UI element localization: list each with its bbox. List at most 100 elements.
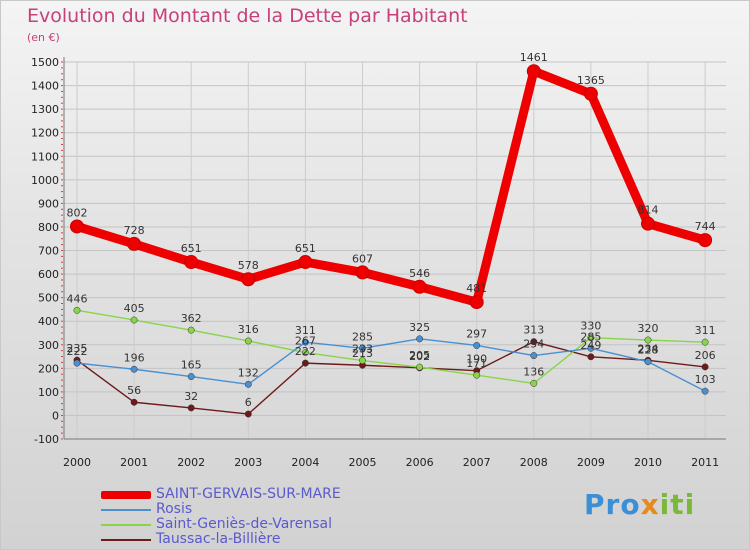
data-point <box>587 353 595 361</box>
data-point <box>641 216 655 231</box>
data-label: 607 <box>352 252 373 265</box>
data-point <box>244 410 252 418</box>
data-label: 206 <box>695 349 716 362</box>
data-label: 728 <box>124 224 145 237</box>
legend-swatch <box>101 524 151 526</box>
data-label: 233 <box>352 343 373 356</box>
x-tick-label: 2004 <box>291 456 319 469</box>
y-tick-label: 500 <box>38 292 59 305</box>
legend-label: Saint-Geniès-de-Varensal <box>156 516 332 532</box>
y-tick-label: 300 <box>38 339 59 352</box>
data-point <box>416 363 424 371</box>
data-point <box>298 255 313 270</box>
data-label: 56 <box>127 384 141 397</box>
axes: -100 0 100 200 300 400 500 600 700 800 900 1000 1100… <box>31 56 726 469</box>
data-point <box>130 398 138 406</box>
data-label: 330 <box>580 320 601 333</box>
y-tick-label: 1400 <box>31 80 59 93</box>
y-tick-label: 600 <box>38 268 59 281</box>
x-tick-label: 2000 <box>63 456 91 469</box>
y-tick-label: 100 <box>38 386 59 399</box>
data-label: 222 <box>67 345 88 358</box>
x-tick-label: 2009 <box>577 456 605 469</box>
data-point <box>701 338 709 346</box>
data-point <box>301 349 309 356</box>
data-point <box>359 344 366 352</box>
x-tick-label: 2003 <box>234 456 262 469</box>
data-point <box>355 265 370 280</box>
data-label: 311 <box>295 324 316 337</box>
series-group <box>70 64 713 418</box>
y-tick-label: 1500 <box>31 56 59 69</box>
data-label: 1461 <box>520 51 548 64</box>
data-label: 32 <box>184 390 198 403</box>
data-label: 311 <box>695 324 716 337</box>
data-point <box>587 334 595 342</box>
chart-title: Evolution du Montant de la Dette par Hab… <box>27 5 468 27</box>
series-line <box>76 340 706 415</box>
data-label: 325 <box>409 321 430 334</box>
y-tick-label: -100 <box>34 433 59 446</box>
data-label: 1365 <box>577 74 605 87</box>
data-label: 578 <box>238 259 259 272</box>
data-label: 205 <box>409 349 430 362</box>
y-tick-label: 800 <box>38 221 59 234</box>
data-label: 213 <box>352 347 373 360</box>
data-point <box>187 404 195 412</box>
x-tick-label: 2001 <box>120 456 148 469</box>
legend-swatch <box>101 509 151 511</box>
y-tick-label: 400 <box>38 315 59 328</box>
y-tick-label: 900 <box>38 197 59 210</box>
legend-label: Taussac-la-Billière <box>156 531 281 547</box>
y-tick-label: 200 <box>38 362 59 375</box>
data-point <box>698 233 713 248</box>
data-label: 103 <box>695 373 716 386</box>
y-tick-label: 700 <box>38 245 59 258</box>
data-point <box>187 326 195 334</box>
data-label: 481 <box>466 282 487 295</box>
legend-swatch <box>101 491 151 499</box>
data-point <box>244 380 252 388</box>
y-tick-label: 0 <box>52 409 59 422</box>
data-point <box>412 279 427 294</box>
data-label: 267 <box>295 335 316 348</box>
data-label: 235 <box>67 342 88 355</box>
data-point <box>301 359 309 367</box>
data-label: 234 <box>638 342 659 355</box>
data-point <box>583 86 598 101</box>
data-label: 362 <box>181 312 202 325</box>
x-tick-label: 2011 <box>691 456 719 469</box>
data-point <box>526 64 541 79</box>
data-point <box>469 295 484 310</box>
data-point <box>184 255 199 270</box>
data-point <box>530 352 538 360</box>
data-label: 285 <box>580 330 601 343</box>
data-label: 171 <box>466 357 487 370</box>
y-tick-label: 1000 <box>31 174 59 187</box>
data-labels: 235 56 32 6 222 213 202 190 313 249 234 206 446 405 36… <box>67 51 716 409</box>
data-point <box>127 236 142 251</box>
data-label: 132 <box>238 366 259 379</box>
data-point <box>416 335 424 343</box>
data-label: 190 <box>466 353 487 366</box>
chart-unit: (en €) <box>27 31 60 44</box>
data-point <box>73 359 81 367</box>
data-label: 202 <box>409 350 430 363</box>
data-label: 165 <box>181 359 202 372</box>
data-label: 651 <box>181 242 202 255</box>
data-point <box>530 338 538 346</box>
series-line <box>76 338 706 392</box>
data-point <box>70 219 84 234</box>
data-point <box>473 371 481 379</box>
data-point <box>301 338 309 346</box>
proxiti-logo: Proxiti <box>584 488 696 521</box>
x-tick-label: 2010 <box>634 456 662 469</box>
data-label: 228 <box>638 344 659 357</box>
data-label: 320 <box>638 322 659 335</box>
legend-swatch <box>101 539 151 541</box>
data-label: 651 <box>295 242 316 255</box>
data-label: 196 <box>124 351 145 364</box>
data-point <box>241 272 256 287</box>
data-point <box>473 342 481 349</box>
